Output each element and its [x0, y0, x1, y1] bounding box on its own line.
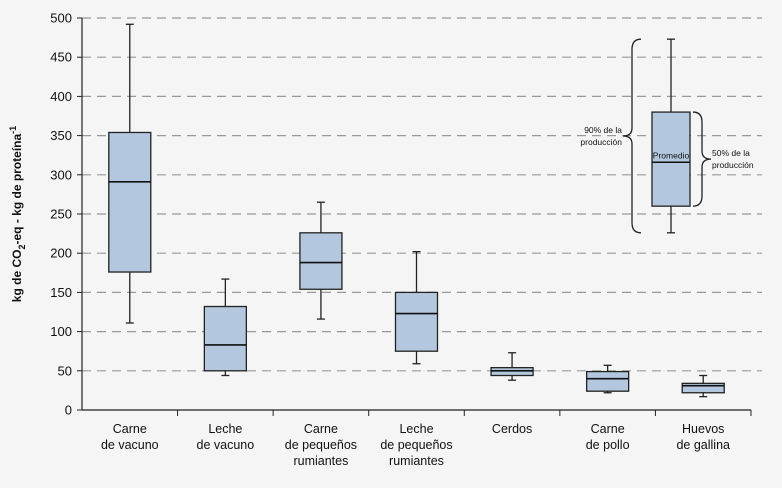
box-1-box [108, 131, 152, 273]
box-6-box [585, 370, 630, 392]
category-label: de pequeños [285, 438, 357, 452]
category-label: Huevos [682, 422, 724, 436]
category-label: de vacuno [101, 438, 159, 452]
y-tick-label: 450 [50, 50, 72, 65]
y-tick-label: 300 [50, 167, 72, 182]
y-tick-label: 0 [65, 403, 72, 418]
y-tick-label: 100 [50, 324, 72, 339]
y-tick-label: 50 [58, 363, 72, 378]
legend-90-label: 90% de la [584, 125, 622, 135]
y-tick-label: 500 [50, 11, 72, 26]
category-label: Carne [591, 422, 625, 436]
y-tick-label: 350 [50, 128, 72, 143]
category-label: rumiantes [293, 454, 348, 468]
y-axis-label-part: kg de CO [10, 250, 24, 303]
y-tick-label: 150 [50, 285, 72, 300]
y-tick-label: 400 [50, 89, 72, 104]
category-label: rumiantes [389, 454, 444, 468]
category-label: de pollo [586, 438, 630, 452]
y-axis-label-part: -eq - kg de proteína [10, 133, 24, 244]
y-tick-label: 200 [50, 246, 72, 261]
box-2-box [203, 305, 248, 372]
category-label: Cerdos [492, 422, 532, 436]
legend-50-label: producción [712, 160, 754, 170]
legend-example-box [651, 111, 691, 207]
legend-50-label: 50% de la [712, 148, 750, 158]
y-axis-label-subscript: 2 [17, 245, 27, 250]
category-label: de vacuno [197, 438, 255, 452]
box-4-box [394, 291, 439, 352]
category-label: Leche [399, 422, 433, 436]
legend-brace-90 [622, 38, 642, 234]
category-label: de pequeños [380, 438, 452, 452]
category-label: de gallina [676, 438, 730, 452]
legend-brace-50 [692, 111, 712, 207]
box-3-box [299, 232, 343, 290]
category-label: Carne [113, 422, 147, 436]
y-axis-label-superscript: -1 [8, 126, 18, 134]
y-axis-label: kg de CO2-eq - kg de proteína-1 [8, 126, 27, 302]
category-label: Carne [304, 422, 338, 436]
legend-mean-label: Promedio [653, 150, 690, 160]
box-7-box [681, 382, 725, 394]
y-tick-label: 250 [50, 207, 72, 222]
category-label: Leche [208, 422, 242, 436]
legend-90-label: producción [580, 137, 622, 147]
